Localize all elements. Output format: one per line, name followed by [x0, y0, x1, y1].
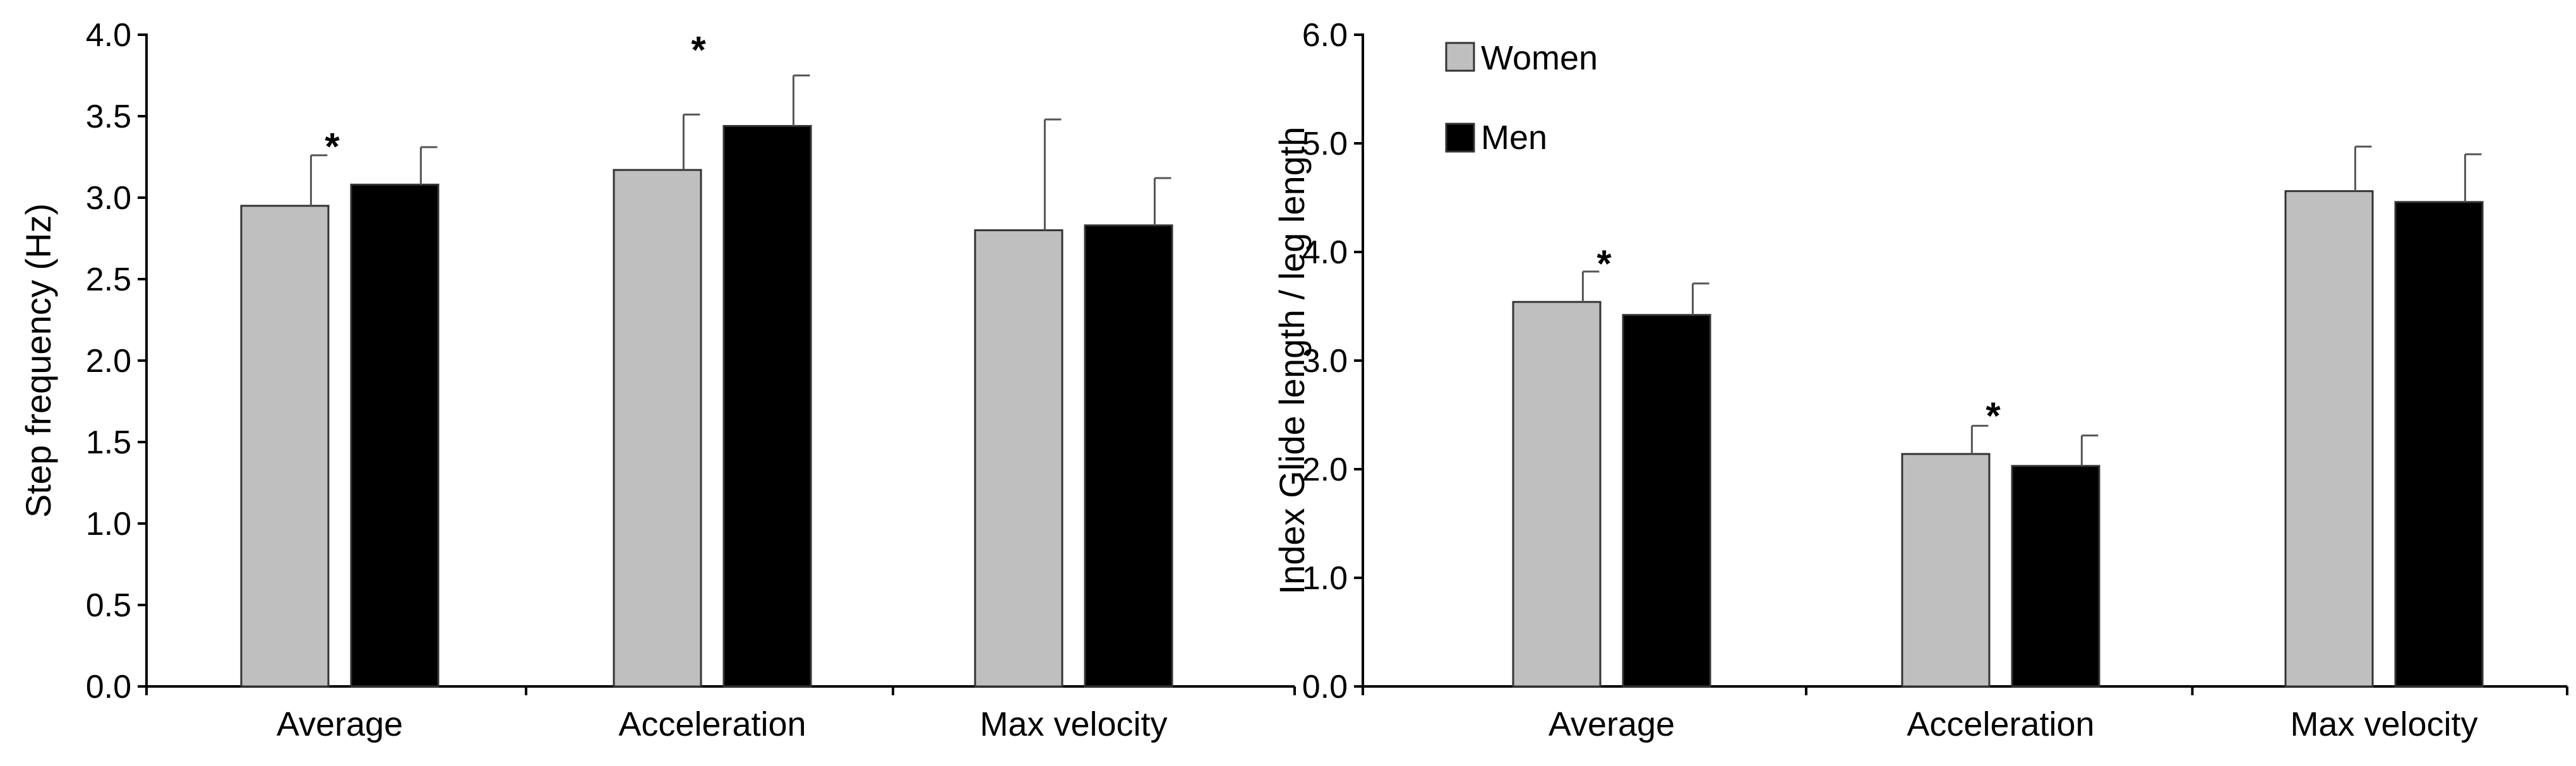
- y-tick-label: 2.0: [86, 343, 131, 380]
- significance-marker: *: [1986, 395, 2001, 437]
- bar-men-average: [1622, 314, 1711, 688]
- bar-women-acceleration: [1901, 453, 1991, 688]
- category-label-max-velocity: Max velocity: [2290, 705, 2477, 743]
- category-label-average: Average: [1549, 705, 1675, 743]
- y-tick-label: 3.0: [1302, 343, 1348, 380]
- y-tick-label: 1.0: [1302, 560, 1348, 597]
- legend: Women Men: [1445, 39, 1598, 157]
- bar-women-acceleration: [613, 169, 702, 688]
- category-label-max-velocity: Max velocity: [979, 705, 1167, 743]
- y-tick-label: 2.0: [1302, 452, 1348, 488]
- legend-swatch-men: [1445, 123, 1475, 153]
- y-axis-title: Step frequency (Hz): [18, 203, 58, 518]
- bar-men-max-velocity: [1084, 224, 1173, 688]
- chart-index-glide-length: 0.0 1.0 2.0 3.0 4.0 5.0 6.0 Index Glide length …: [1272, 17, 2568, 743]
- legend-label-men: Men: [1481, 119, 1547, 157]
- y-tick-label: 1.0: [86, 506, 131, 542]
- y-tick-label: 3.0: [86, 180, 131, 217]
- legend-label-women: Women: [1481, 39, 1598, 77]
- chart-step-frequency: 0.0 0.5 1.0 1.5 2.0 2.5 3.0 3.5 4.0 Step frequenc…: [18, 17, 1296, 743]
- y-tick-label: 4.0: [86, 17, 131, 54]
- significance-marker: *: [325, 125, 340, 167]
- category-label-average: Average: [277, 705, 403, 743]
- y-tick-label: 0.0: [1302, 669, 1348, 705]
- significance-marker: *: [1597, 242, 1612, 285]
- bar-men-average: [350, 183, 440, 688]
- bar-men-acceleration: [722, 124, 812, 688]
- bar-men-acceleration: [2011, 465, 2100, 688]
- y-axis-title: Index Glide length / leg length: [1272, 127, 1312, 595]
- y-tick-label: 0.5: [86, 587, 131, 624]
- significance-marker: *: [691, 29, 706, 71]
- y-tick-label: 1.5: [86, 424, 131, 461]
- bar-women-max-velocity: [974, 229, 1063, 688]
- y-tick-label: 5.0: [1302, 126, 1348, 162]
- y-tick-label: 4.0: [1302, 234, 1348, 271]
- bar-women-max-velocity: [2284, 190, 2374, 688]
- y-tick-label: 2.5: [86, 261, 131, 298]
- y-tick-label: 0.0: [86, 669, 131, 705]
- y-tick-label: 3.5: [86, 99, 131, 135]
- bar-women-average: [1512, 301, 1602, 688]
- category-label-acceleration: Acceleration: [618, 705, 806, 743]
- y-tick-label: 6.0: [1302, 17, 1348, 54]
- category-label-acceleration: Acceleration: [1907, 705, 2094, 743]
- bar-men-max-velocity: [2394, 201, 2484, 688]
- bar-women-average: [240, 205, 330, 688]
- legend-swatch-women: [1445, 42, 1475, 72]
